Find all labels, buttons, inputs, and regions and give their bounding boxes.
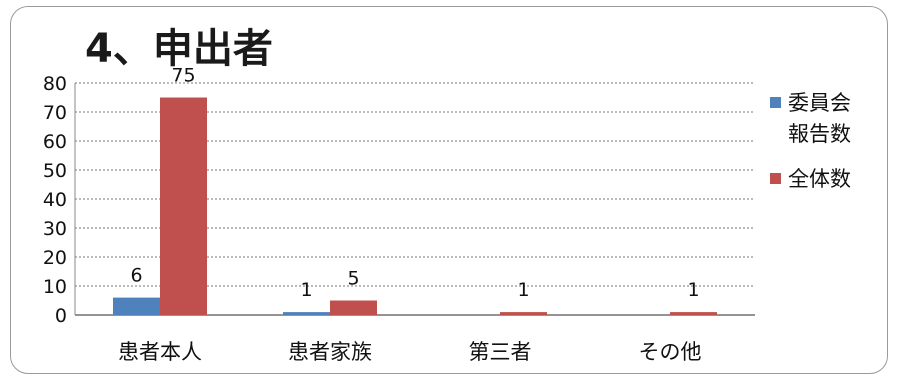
data-label: 6 <box>130 265 142 287</box>
legend-swatch <box>770 97 781 108</box>
category-labels: 患者本人 患者家族 第三者 その他 <box>118 340 702 364</box>
category-label: その他 <box>639 340 702 364</box>
category-label: 患者家族 <box>288 340 372 364</box>
y-axis-ticks: 0 10 20 30 40 50 60 70 80 <box>43 73 67 327</box>
data-label: 5 <box>347 268 359 290</box>
y-tick-label: 0 <box>55 305 67 327</box>
data-label: 1 <box>300 279 312 301</box>
legend-swatch <box>770 173 781 184</box>
category-label: 患者本人 <box>118 340 202 364</box>
bar-total-1 <box>160 97 207 315</box>
legend-label: 委員会 <box>788 91 851 115</box>
bar-total-4 <box>670 312 717 315</box>
y-tick-label: 60 <box>43 131 67 153</box>
bars <box>113 97 717 315</box>
y-tick-label: 50 <box>43 160 67 182</box>
data-label: 1 <box>517 279 529 301</box>
category-label: 第三者 <box>469 340 532 364</box>
bar-committee-2 <box>283 312 330 315</box>
y-tick-label: 70 <box>43 102 67 124</box>
bar-committee-1 <box>113 297 160 315</box>
data-label: 75 <box>171 65 195 87</box>
y-tick-label: 40 <box>43 189 67 211</box>
y-tick-label: 10 <box>43 276 67 298</box>
bar-total-2 <box>330 300 377 315</box>
legend-label: 報告数 <box>788 122 851 146</box>
data-label: 1 <box>687 279 699 301</box>
y-tick-label: 20 <box>43 247 67 269</box>
bar-total-3 <box>500 312 547 315</box>
y-tick-label: 30 <box>43 218 67 240</box>
legend-label: 全体数 <box>788 167 851 191</box>
y-tick-label: 80 <box>43 73 67 95</box>
chart-title: 4、申出者 <box>85 26 273 72</box>
data-labels: 6 75 1 5 1 1 <box>130 65 699 302</box>
